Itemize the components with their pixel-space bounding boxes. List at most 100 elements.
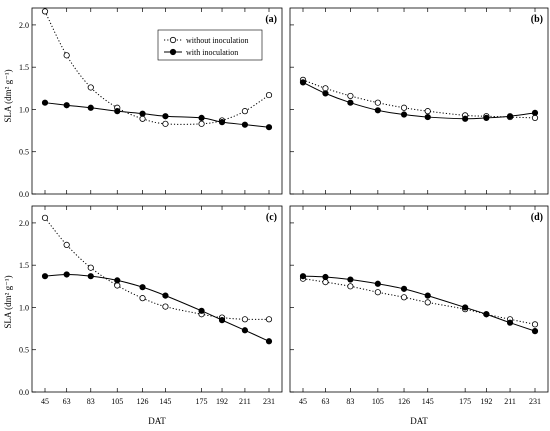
- x-tick-label: 126: [398, 397, 410, 406]
- y-tick-label: 2.0: [19, 219, 29, 228]
- panel-frame: [289, 205, 549, 393]
- point-without-inoculation: [347, 283, 354, 290]
- y-tick-label: 1.0: [19, 105, 29, 114]
- point-with-inoculation: [63, 271, 70, 278]
- point-with-inoculation: [265, 338, 273, 345]
- y-axis-title-bottom: SLA (dm² g⁻¹): [3, 275, 13, 328]
- point-with-inoculation: [322, 90, 329, 97]
- point-with-inoculation: [347, 276, 354, 283]
- y-tick-label: 1.0: [19, 303, 29, 312]
- point-with-inoculation: [41, 99, 49, 106]
- point-without-inoculation: [265, 91, 273, 99]
- point-with-inoculation: [198, 307, 205, 314]
- point-with-inoculation: [114, 108, 121, 115]
- series-line-without-inoculation: [44, 217, 270, 320]
- legend-marker-without: [169, 36, 177, 44]
- x-tick-label: 231: [529, 397, 541, 406]
- point-with-inoculation: [87, 104, 94, 111]
- legend: without inoculation with inoculation: [157, 29, 263, 61]
- legend-marker-with: [169, 48, 177, 56]
- series-line-without-inoculation: [302, 79, 536, 119]
- point-with-inoculation: [139, 110, 146, 117]
- point-with-inoculation: [241, 327, 249, 334]
- panel-frame: [289, 7, 549, 195]
- point-without-inoculation: [265, 316, 273, 323]
- point-without-inoculation: [531, 114, 539, 122]
- y-tick-label: 0.5: [19, 346, 29, 355]
- point-with-inoculation: [462, 304, 469, 311]
- panel-label: (d): [531, 212, 543, 223]
- y-tick-label: 0.0: [19, 190, 29, 199]
- point-with-inoculation: [218, 119, 226, 126]
- point-with-inoculation: [218, 317, 226, 324]
- series-line-with-inoculation: [44, 273, 270, 342]
- panel-label: (b): [531, 14, 543, 25]
- point-without-inoculation: [241, 108, 249, 115]
- legend-label-without: without inoculation: [186, 36, 248, 45]
- x-tick-label: 105: [372, 397, 384, 406]
- point-without-inoculation: [41, 8, 49, 15]
- point-without-inoculation: [198, 120, 205, 127]
- panel-label: (c): [266, 212, 277, 223]
- point-without-inoculation: [374, 99, 381, 106]
- point-without-inoculation: [322, 85, 329, 92]
- x-tick-label: 145: [159, 397, 171, 406]
- y-tick-label: 1.5: [19, 261, 29, 270]
- x-tick-label: 83: [346, 397, 354, 406]
- x-tick-label: 83: [87, 397, 95, 406]
- x-axis-title-left: DAT: [148, 416, 166, 426]
- series-line-with-inoculation: [302, 275, 536, 332]
- point-with-inoculation: [162, 292, 169, 299]
- panel-0: 0.00.51.01.52.0(a)without inoculationwit…: [19, 7, 283, 199]
- point-without-inoculation: [374, 289, 381, 296]
- panel-label: (a): [265, 14, 277, 25]
- point-without-inoculation: [531, 321, 539, 328]
- point-with-inoculation: [531, 109, 539, 116]
- legend-box: [157, 29, 263, 61]
- point-with-inoculation: [41, 273, 49, 280]
- point-with-inoculation: [400, 111, 408, 118]
- point-with-inoculation: [531, 328, 539, 335]
- y-tick-label: 1.5: [19, 63, 29, 72]
- point-without-inoculation: [400, 104, 408, 111]
- point-with-inoculation: [299, 273, 307, 280]
- point-with-inoculation: [424, 292, 431, 299]
- series-line-with-inoculation: [44, 102, 270, 128]
- y-tick-label: 0.5: [19, 148, 29, 157]
- x-axis-title-right: DAT: [410, 416, 428, 426]
- y-tick-label: 0.0: [19, 388, 29, 397]
- x-tick-label: 63: [321, 397, 329, 406]
- point-with-inoculation: [139, 284, 146, 291]
- legend-label-with: with inoculation: [186, 48, 238, 57]
- panel-frame: [31, 7, 283, 195]
- x-tick-label: 192: [216, 397, 228, 406]
- point-with-inoculation: [198, 114, 205, 122]
- y-tick-label: 2.0: [19, 21, 29, 30]
- x-tick-label: 192: [480, 397, 492, 406]
- panel-frame: [31, 205, 283, 393]
- point-without-inoculation: [87, 84, 94, 91]
- x-tick-label: 63: [63, 397, 71, 406]
- point-without-inoculation: [63, 52, 70, 59]
- x-tick-label: 211: [239, 397, 251, 406]
- point-with-inoculation: [506, 319, 514, 326]
- point-without-inoculation: [139, 115, 146, 122]
- point-without-inoculation: [424, 299, 431, 306]
- point-without-inoculation: [162, 303, 169, 310]
- series-line-without-inoculation: [302, 278, 536, 325]
- x-tick-label: 145: [422, 397, 434, 406]
- point-with-inoculation: [265, 124, 273, 131]
- point-with-inoculation: [322, 273, 329, 281]
- panels: 0.00.51.01.52.0(a)without inoculationwit…: [19, 7, 549, 406]
- point-with-inoculation: [87, 273, 94, 280]
- point-without-inoculation: [41, 214, 49, 221]
- point-with-inoculation: [506, 113, 514, 120]
- x-tick-label: 45: [299, 397, 307, 406]
- point-with-inoculation: [462, 115, 469, 122]
- x-tick-label: 231: [263, 397, 275, 406]
- point-with-inoculation: [114, 277, 121, 284]
- panel-3: 45 63 83 105 126 145 175 192 211 231 (d): [289, 205, 549, 406]
- point-without-inoculation: [241, 316, 249, 323]
- point-with-inoculation: [162, 113, 169, 120]
